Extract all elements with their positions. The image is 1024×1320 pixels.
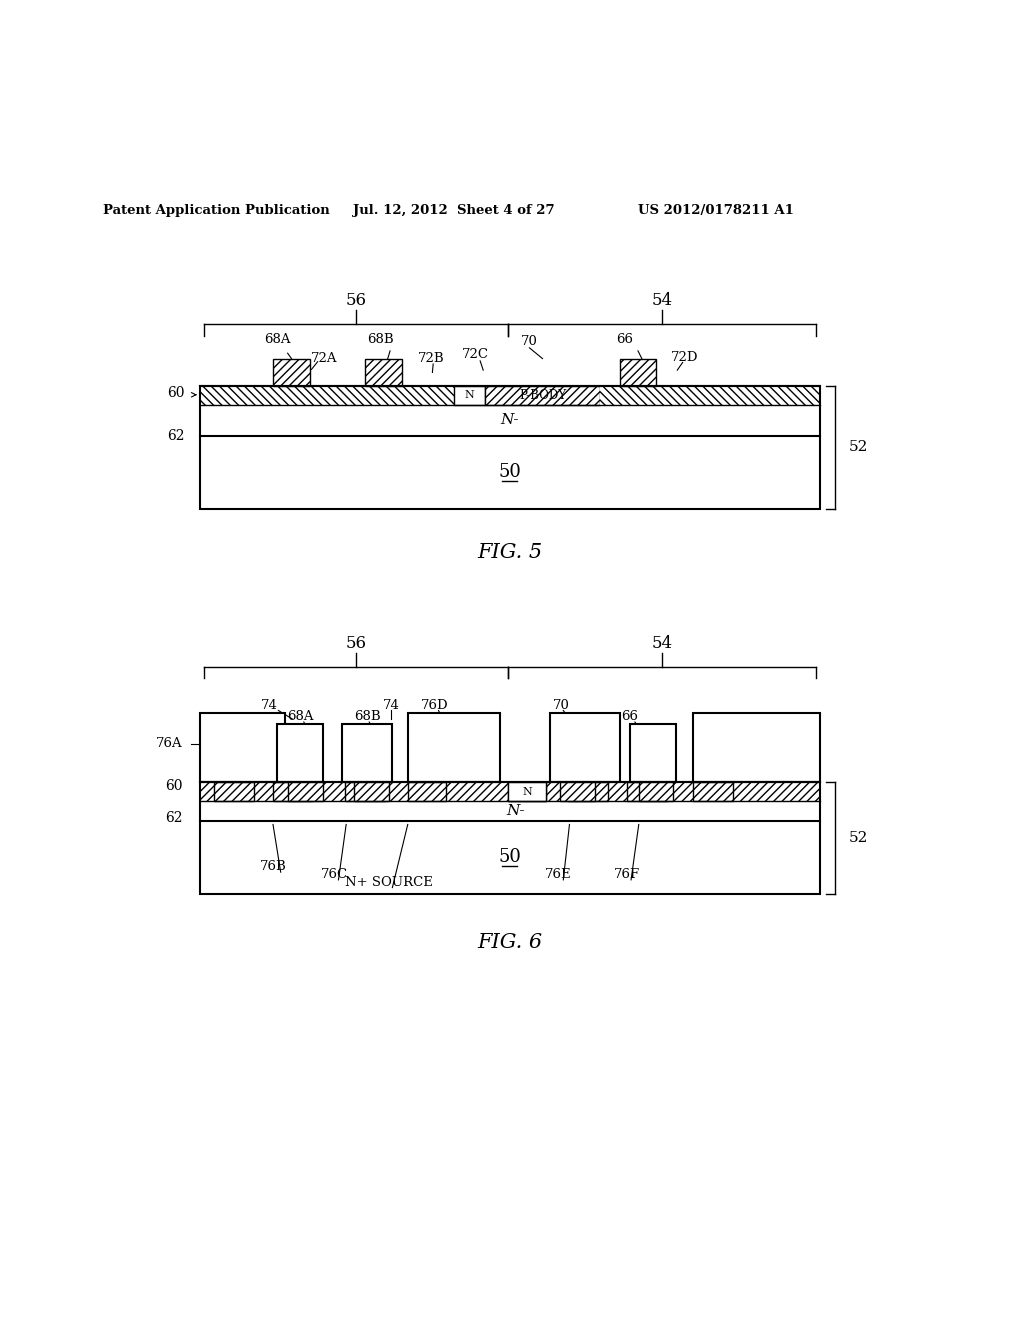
Text: 76B: 76B (260, 861, 287, 874)
Bar (200, 436, 819, 508)
Text: 70: 70 (553, 698, 570, 711)
Bar (200, 385, 454, 405)
Text: Patent Application Publication: Patent Application Publication (103, 205, 330, 218)
Bar (560, 781, 595, 801)
Bar (366, 359, 402, 385)
Text: 56: 56 (345, 635, 367, 652)
Bar (454, 385, 484, 405)
Text: 62: 62 (166, 812, 183, 825)
Text: N+ SOURCE: N+ SOURCE (344, 875, 432, 888)
Text: 70: 70 (521, 335, 538, 348)
Text: 60: 60 (167, 387, 184, 400)
Bar (484, 385, 600, 405)
Bar (200, 781, 819, 894)
Text: 72C: 72C (462, 348, 489, 362)
Bar (508, 781, 547, 801)
Text: 76C: 76C (322, 869, 348, 880)
Bar (200, 405, 819, 436)
Text: 60: 60 (166, 779, 183, 793)
Bar (214, 781, 254, 801)
Bar (692, 713, 819, 781)
Bar (639, 781, 674, 801)
Text: 76D: 76D (421, 698, 449, 711)
Text: 74: 74 (382, 698, 399, 711)
Text: N-: N- (506, 804, 525, 818)
Text: 66: 66 (621, 710, 638, 723)
Bar (345, 781, 385, 801)
Text: N: N (465, 391, 474, 400)
Bar (408, 713, 500, 781)
Bar (354, 781, 388, 801)
Text: 52: 52 (849, 830, 868, 845)
Bar (200, 385, 819, 405)
Text: 50: 50 (499, 463, 521, 482)
Text: 72A: 72A (310, 352, 337, 366)
Bar (273, 359, 310, 385)
Text: 74: 74 (261, 698, 278, 711)
Bar (508, 781, 547, 801)
Text: 76F: 76F (614, 869, 640, 880)
Bar (630, 725, 676, 781)
Text: N: N (522, 787, 532, 797)
Text: 68B: 68B (354, 710, 381, 723)
Text: 68A: 68A (264, 333, 291, 346)
Text: 76E: 76E (545, 869, 571, 880)
Text: 72B: 72B (418, 352, 444, 366)
Bar (200, 713, 285, 781)
Text: 66: 66 (615, 333, 633, 346)
Bar (620, 359, 656, 385)
Text: FIG. 6: FIG. 6 (477, 933, 543, 952)
Bar (628, 781, 668, 801)
Text: 72D: 72D (671, 351, 698, 363)
Text: 52: 52 (849, 440, 868, 454)
Text: 56: 56 (345, 292, 367, 309)
Text: 68B: 68B (367, 333, 393, 346)
Text: Jul. 12, 2012  Sheet 4 of 27: Jul. 12, 2012 Sheet 4 of 27 (353, 205, 555, 218)
Bar (692, 781, 733, 801)
Bar (200, 385, 819, 508)
Bar (550, 713, 620, 781)
Text: N-: N- (501, 413, 519, 428)
Bar (200, 821, 819, 894)
Bar (273, 781, 313, 801)
Bar (200, 801, 819, 821)
Text: 54: 54 (651, 292, 673, 309)
Bar (408, 781, 446, 801)
Bar (600, 385, 819, 405)
Text: 62: 62 (167, 429, 184, 442)
Bar (342, 725, 392, 781)
Bar (289, 781, 323, 801)
Text: FIG. 5: FIG. 5 (477, 543, 543, 562)
Bar (200, 781, 819, 801)
Text: US 2012/0178211 A1: US 2012/0178211 A1 (638, 205, 794, 218)
Text: 68A: 68A (287, 710, 313, 723)
Bar (276, 725, 323, 781)
Text: 50: 50 (499, 849, 521, 866)
Text: 54: 54 (651, 635, 673, 652)
Bar (568, 781, 608, 801)
Text: 76A: 76A (157, 737, 183, 750)
Text: P-BODY: P-BODY (519, 388, 566, 401)
